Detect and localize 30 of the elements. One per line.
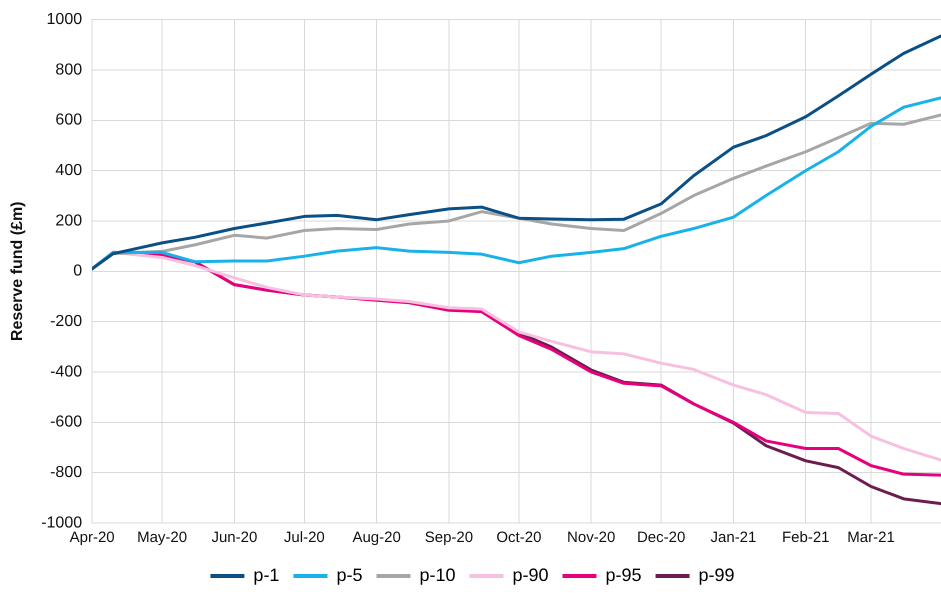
y-tick-label: -200: [50, 313, 82, 330]
legend-label: p-1: [253, 564, 280, 585]
y-axis-title: Reserve fund (£m): [9, 202, 26, 342]
x-tick-label: Jan-21: [710, 529, 756, 546]
y-tick-label: -1000: [41, 514, 82, 532]
legend-label: p-90: [512, 564, 549, 585]
legend-label: p-99: [698, 564, 735, 585]
x-tick-label: Sep-20: [424, 529, 474, 546]
legend-label: p-5: [336, 564, 362, 585]
x-tick-label: Apr-20: [70, 529, 115, 546]
x-tick-label: Jun-20: [211, 529, 258, 546]
x-tick-label: Feb-21: [782, 529, 830, 546]
y-tick-label: 1000: [46, 11, 82, 28]
y-tick-label: 0: [73, 262, 82, 280]
y-tick-label: -400: [50, 363, 82, 380]
legend-label: p-10: [419, 564, 456, 585]
x-tick-label: Mar-21: [847, 529, 895, 546]
x-tick-label: Dec-20: [636, 529, 686, 546]
y-tick-label: 200: [55, 212, 82, 230]
y-tick-label: -600: [50, 414, 82, 431]
y-tick-label: -800: [50, 464, 82, 482]
y-tick-label: 400: [55, 162, 82, 180]
x-tick-label: Oct-20: [496, 529, 542, 546]
y-tick-label: 800: [55, 61, 82, 78]
legend-label: p-95: [606, 564, 642, 585]
x-tick-label: Nov-20: [567, 529, 616, 546]
y-tick-label: 600: [55, 112, 82, 129]
x-tick-label: May-20: [137, 529, 188, 546]
x-tick-label: Aug-20: [352, 529, 401, 546]
x-tick-label: Jul-20: [284, 529, 325, 546]
